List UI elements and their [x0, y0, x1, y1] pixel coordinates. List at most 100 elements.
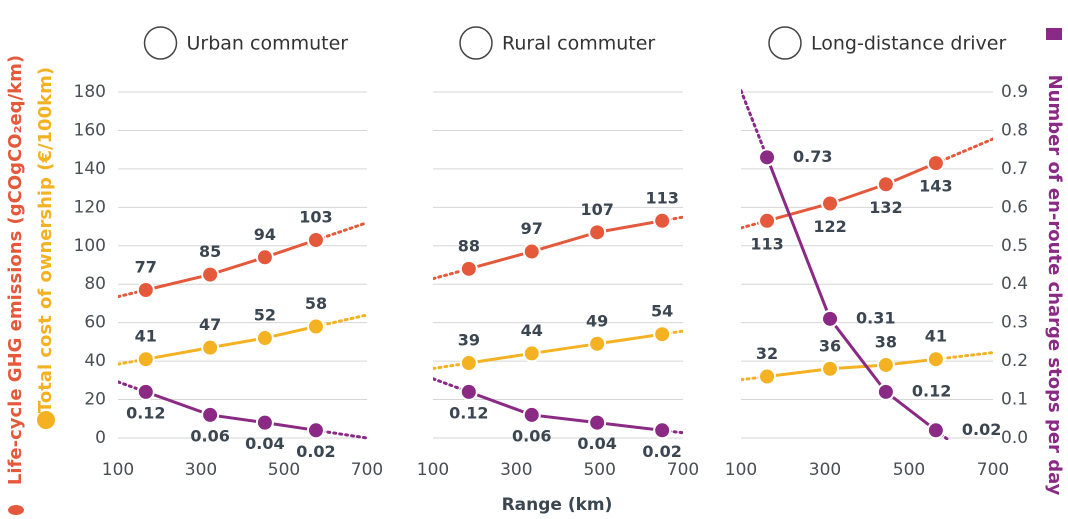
data-point — [136, 382, 155, 401]
data-point — [522, 405, 541, 424]
data-point — [653, 325, 672, 344]
data-label: 44 — [521, 321, 543, 340]
trend-extension — [934, 137, 993, 165]
trend-extension — [934, 351, 993, 361]
data-label: 0.02 — [296, 442, 335, 461]
y2-tick-label: 0.1 — [1001, 390, 1028, 410]
data-point — [926, 421, 945, 440]
data-point — [255, 248, 274, 267]
data-label: 122 — [813, 217, 846, 236]
series-line — [468, 332, 663, 365]
data-point — [201, 265, 220, 284]
y2-tick-label: 0.6 — [1001, 197, 1028, 217]
series-line — [765, 156, 937, 432]
y2-tick-label: 0.9 — [1001, 82, 1028, 102]
data-point — [459, 259, 478, 278]
panel-title: Urban commuter — [187, 33, 349, 55]
data-label: 49 — [586, 311, 608, 330]
y2-tick-label: 0.0 — [1001, 428, 1028, 448]
trend-extension — [660, 215, 683, 223]
series-line — [145, 325, 317, 361]
data-point — [201, 338, 220, 357]
y2-tick-label: 0.5 — [1001, 236, 1028, 256]
data-label: 0.12 — [449, 403, 488, 422]
y2-tick-label: 0.7 — [1001, 159, 1028, 179]
data-label: 39 — [458, 331, 480, 350]
data-point — [136, 280, 155, 299]
x-tick-label: 100 — [417, 460, 449, 480]
co2-icon — [8, 505, 24, 515]
y-tick-label: 40 — [84, 351, 106, 371]
data-label: 0.12 — [912, 381, 951, 400]
data-label: 113 — [750, 234, 783, 253]
data-label: 52 — [254, 306, 276, 325]
data-point — [459, 382, 478, 401]
x-tick-label: 500 — [583, 460, 615, 480]
series-line — [766, 161, 937, 223]
data-point — [459, 354, 478, 373]
data-label: 0.04 — [245, 434, 284, 453]
y-tick-label: 140 — [74, 159, 106, 179]
y-tick-label: 100 — [74, 236, 106, 256]
data-point — [821, 309, 840, 328]
data-point — [306, 231, 325, 250]
y2-tick-label: 0.4 — [1001, 274, 1028, 294]
panel-title: Rural commuter — [502, 33, 655, 55]
data-point — [588, 334, 607, 353]
data-point — [653, 211, 672, 230]
x-tick-label: 700 — [977, 460, 1009, 480]
data-label: 0.02 — [962, 420, 1001, 439]
data-point — [306, 421, 325, 440]
y-tick-label: 0 — [95, 428, 106, 448]
trend-extension — [741, 89, 769, 159]
left-axis-labels: Life-cycle GHG emissions (gCOgCO₂eq/km) … — [5, 55, 56, 515]
data-point — [201, 405, 220, 424]
data-label: 77 — [135, 257, 157, 276]
y-tick-label: 60 — [84, 313, 106, 333]
data-point — [136, 350, 155, 369]
x-tick-label: 300 — [809, 460, 841, 480]
data-label: 41 — [135, 327, 157, 346]
data-label: 103 — [299, 208, 332, 227]
data-point — [255, 413, 274, 432]
panel-icon — [143, 26, 178, 60]
data-label: 41 — [925, 327, 947, 346]
data-label: 36 — [819, 336, 841, 355]
series-line — [766, 357, 937, 378]
trend — [741, 351, 993, 382]
data-point — [876, 355, 895, 374]
data-label: 58 — [305, 294, 327, 313]
x-tick-label: 700 — [351, 460, 383, 480]
data-label: 0.73 — [793, 147, 832, 166]
panel-icon — [768, 26, 802, 60]
series-line — [145, 238, 317, 292]
y2-tick-label: 0.8 — [1001, 120, 1028, 140]
data-label: 47 — [199, 315, 221, 334]
data-point — [522, 242, 541, 261]
y-tick-label: 120 — [74, 197, 106, 217]
data-point — [821, 194, 840, 213]
data-point — [926, 350, 945, 369]
data-point — [876, 382, 895, 401]
data-point — [821, 359, 840, 378]
series-line — [468, 219, 663, 271]
data-point — [758, 211, 777, 230]
series-line — [145, 390, 317, 432]
data-point — [653, 421, 672, 440]
trend — [741, 89, 951, 440]
data-label: 94 — [254, 225, 276, 244]
data-label: 38 — [875, 332, 897, 351]
trend-extension — [934, 428, 951, 440]
data-point — [876, 175, 895, 194]
y-tick-label: 80 — [84, 274, 106, 294]
x-axis-label: Range (km) — [502, 495, 613, 515]
data-point — [758, 367, 777, 386]
x-tick-label: 500 — [268, 460, 300, 480]
y-tick-label: 20 — [84, 390, 106, 410]
y-tick-label: 160 — [74, 120, 106, 140]
data-label: 85 — [199, 242, 221, 261]
data-point — [926, 154, 945, 173]
x-tick-label: 300 — [185, 460, 217, 480]
trend-extension — [741, 374, 769, 382]
